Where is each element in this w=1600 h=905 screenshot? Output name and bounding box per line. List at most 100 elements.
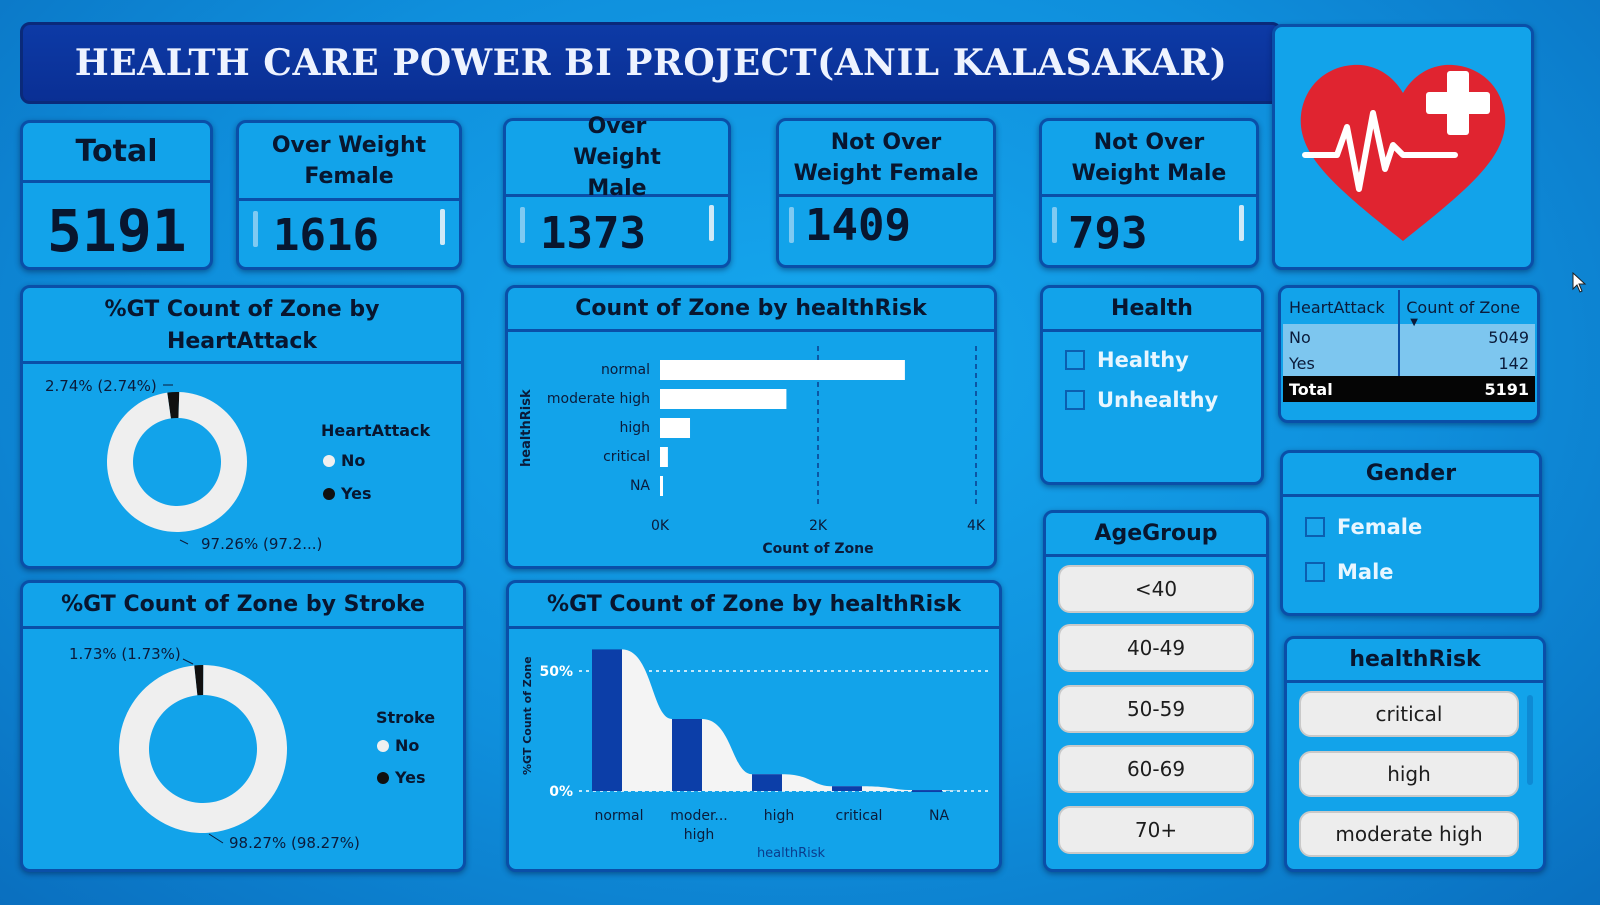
heartattack-donut-card: %GT Count of Zone by HeartAttack 2.74% (… <box>20 285 464 569</box>
y-tick-label: 0% <box>549 784 573 800</box>
chart-title: %GT Count of Zone by Stroke <box>23 583 463 629</box>
donut-slice-yes[interactable] <box>167 391 183 419</box>
bar-NA[interactable] <box>660 476 663 496</box>
risk-tile-high[interactable]: high <box>1299 751 1519 797</box>
sort-descending-icon[interactable]: ▼ <box>1410 317 1418 328</box>
slicer-option-unhealthy[interactable]: Unhealthy <box>1065 388 1218 412</box>
slicer-option-male[interactable]: Male <box>1305 560 1394 584</box>
slicer-title: AgeGroup <box>1046 513 1266 557</box>
legend-item-no[interactable]: No <box>377 736 419 755</box>
matrix-header[interactable]: HeartAttack <box>1283 290 1401 324</box>
age-tile-60-69[interactable]: 60-69 <box>1058 745 1254 793</box>
category-label: high <box>619 420 650 436</box>
checkbox[interactable] <box>1305 517 1325 537</box>
logo-panel <box>1272 24 1534 270</box>
bar-chart[interactable]: healthRisk Count of Zone normal moderate … <box>508 332 994 566</box>
slicer-title: healthRisk <box>1287 639 1543 683</box>
kpi-value: 1373 <box>540 208 646 259</box>
x-axis-label: healthRisk <box>757 846 826 861</box>
category-label: high <box>684 827 715 843</box>
data-label: 2.74% (2.74%) <box>45 377 157 395</box>
stroke-donut-chart[interactable]: 1.73% (1.73%) 98.27% (98.27%) <box>23 629 463 873</box>
column-chart-card: %GT Count of Zone by healthRisk %GT Coun… <box>506 580 1002 872</box>
healthrisk-slicer: healthRisk critical high moderate high <box>1284 636 1546 872</box>
bar-chart-card: Count of Zone by healthRisk healthRisk C… <box>505 285 997 569</box>
age-tile-40-49[interactable]: 40-49 <box>1058 624 1254 672</box>
stroke-donut-card: %GT Count of Zone by Stroke 1.73% (1.73%… <box>20 580 466 872</box>
category-label: moder... <box>670 808 728 824</box>
gender-slicer: Gender Female Male <box>1280 450 1542 616</box>
column-2[interactable] <box>752 774 782 791</box>
matrix-table: HeartAttack Count of Zone ▼ No 5049 Yes … <box>1283 290 1535 402</box>
matrix-header[interactable]: Count of Zone ▼ <box>1406 297 1521 329</box>
kpi-total-card: Total 5191 <box>20 120 213 270</box>
kpi-value: 1409 <box>805 200 911 251</box>
heartattack-matrix: HeartAttack Count of Zone ▼ No 5049 Yes … <box>1278 285 1540 423</box>
legend-item-no[interactable]: No <box>323 451 365 470</box>
agegroup-slicer: AgeGroup <40 40-49 50-59 60-69 70+ <box>1043 510 1269 872</box>
heart-medical-cross-icon <box>1300 64 1506 242</box>
ribbon-area <box>622 649 962 791</box>
column-0[interactable] <box>592 649 622 791</box>
column-1[interactable] <box>672 719 702 791</box>
legend-item-yes[interactable]: Yes <box>323 484 372 503</box>
category-label: NA <box>630 478 650 494</box>
age-tile-under-40[interactable]: <40 <box>1058 565 1254 613</box>
kpi-label: Total <box>23 123 210 183</box>
kpi-value: 1616 <box>273 210 379 261</box>
category-label: high <box>764 808 795 824</box>
kpi-not-overweight-male-card: Not Over Weight Male 793 <box>1039 118 1259 268</box>
column-chart[interactable]: %GT Count of Zone healthRisk normal moder… <box>509 629 999 873</box>
chart-title: %GT Count of Zone by HeartAttack <box>23 288 461 364</box>
chart-title: %GT Count of Zone by healthRisk <box>509 583 999 629</box>
x-tick-label: 0K <box>651 518 670 534</box>
category-label: normal <box>601 362 650 378</box>
kpi-overweight-female-card: Over Weight Female 1616 <box>236 120 462 270</box>
slicer-option-female[interactable]: Female <box>1305 515 1422 539</box>
kpi-label: Not Over Weight Male <box>1042 121 1256 197</box>
bar-critical[interactable] <box>660 447 668 467</box>
category-label: NA <box>929 808 949 824</box>
bar-high[interactable] <box>660 418 691 438</box>
y-axis-label: %GT Count of Zone <box>521 656 534 775</box>
chart-title: Count of Zone by healthRisk <box>508 288 994 332</box>
x-tick-label: 2K <box>809 518 828 534</box>
column-4[interactable] <box>912 790 942 793</box>
kpi-not-overweight-female-card: Not Over Weight Female 1409 <box>776 118 996 268</box>
scrollbar[interactable] <box>1527 695 1533 785</box>
legend-item-yes[interactable]: Yes <box>377 768 426 787</box>
legend-title: Stroke <box>376 708 436 727</box>
category-label: critical <box>836 808 883 824</box>
data-label: 98.27% (98.27%) <box>229 834 360 852</box>
checkbox[interactable] <box>1065 350 1085 370</box>
x-axis-label: Count of Zone <box>762 541 873 557</box>
slicer-title: Health <box>1043 288 1261 332</box>
bar-normal[interactable] <box>660 360 905 380</box>
x-tick-label: 4K <box>967 518 986 534</box>
slicer-option-healthy[interactable]: Healthy <box>1065 348 1189 372</box>
y-tick-label: 50% <box>539 664 573 680</box>
y-axis-label: healthRisk <box>519 389 534 467</box>
legend-title: HeartAttack <box>321 421 431 440</box>
table-row[interactable]: No 5049 <box>1283 324 1535 350</box>
risk-tile-moderate-high[interactable]: moderate high <box>1299 811 1519 857</box>
column-3[interactable] <box>832 786 862 791</box>
donut-slice-no[interactable] <box>98 383 256 541</box>
table-row[interactable]: Yes 142 <box>1283 350 1535 376</box>
age-tile-70-plus[interactable]: 70+ <box>1058 806 1254 854</box>
page-title: HEALTH CARE POWER BI PROJECT(ANIL KALASA… <box>20 22 1282 104</box>
checkbox[interactable] <box>1065 390 1085 410</box>
checkbox[interactable] <box>1305 562 1325 582</box>
mouse-cursor-icon <box>1572 272 1587 293</box>
health-slicer: Health Healthy Unhealthy <box>1040 285 1264 485</box>
category-label: critical <box>603 449 650 465</box>
donut-slice-yes[interactable] <box>194 665 206 696</box>
kpi-label: Not Over Weight Female <box>779 121 993 197</box>
kpi-value: 5191 <box>47 197 187 265</box>
risk-tile-critical[interactable]: critical <box>1299 691 1519 737</box>
heartattack-donut-chart[interactable]: 2.74% (2.74%) 97.26% (97.2...) <box>23 364 461 564</box>
bar-moderate-high[interactable] <box>660 389 787 409</box>
donut-slice-no[interactable] <box>111 657 296 842</box>
age-tile-50-59[interactable]: 50-59 <box>1058 685 1254 733</box>
kpi-overweight-male-card: Over Weight Male 1373 <box>503 114 731 268</box>
